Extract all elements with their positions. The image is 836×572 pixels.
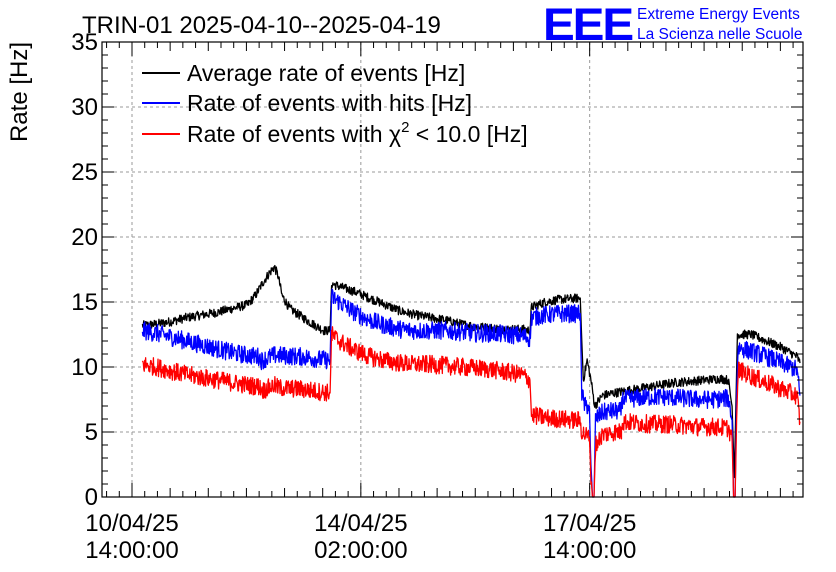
y-tick-label: 0 bbox=[85, 484, 98, 511]
y-tick-label: 20 bbox=[71, 224, 98, 251]
logo-line2: La Scienza nelle Scuole bbox=[637, 26, 802, 43]
x-tick-label-date: 14/04/25 bbox=[314, 510, 407, 537]
legend: Average rate of events [Hz] Rate of event… bbox=[142, 60, 528, 147]
x-tick-label-time: 02:00:00 bbox=[314, 537, 407, 564]
legend-label-1: Rate of events with hits [Hz] bbox=[187, 90, 472, 116]
eee-logo: EEE Extreme Energy Events La Scienza nel… bbox=[543, 0, 802, 50]
legend-label-0: Average rate of events [Hz] bbox=[187, 60, 465, 86]
axes: 0510152025303510/04/2514:00:0014/04/2502… bbox=[71, 29, 804, 564]
y-tick-label: 10 bbox=[71, 354, 98, 381]
y-axis-label: Rate [Hz] bbox=[6, 42, 33, 142]
y-tick-label: 35 bbox=[71, 29, 98, 56]
x-tick-label-date: 10/04/25 bbox=[85, 510, 178, 537]
plot-frame bbox=[101, 41, 804, 498]
y-tick-label: 25 bbox=[71, 159, 98, 186]
y-tick-label: 30 bbox=[71, 94, 98, 121]
x-tick-label-time: 14:00:00 bbox=[543, 537, 636, 564]
chart-title: TRIN-01 2025-04-10--2025-04-19 bbox=[82, 12, 441, 39]
x-tick-label-time: 14:00:00 bbox=[85, 537, 178, 564]
x-tick-label-date: 17/04/25 bbox=[543, 510, 636, 537]
y-tick-label: 15 bbox=[71, 289, 98, 316]
y-tick-label: 5 bbox=[85, 419, 98, 446]
series-line-1 bbox=[141, 288, 801, 498]
legend-label-2: Rate of events with χ2 < 10.0 [Hz] bbox=[187, 119, 528, 147]
series-lines bbox=[141, 264, 801, 498]
series-line-2 bbox=[141, 326, 801, 498]
logo-line1: Extreme Energy Events bbox=[637, 6, 800, 23]
